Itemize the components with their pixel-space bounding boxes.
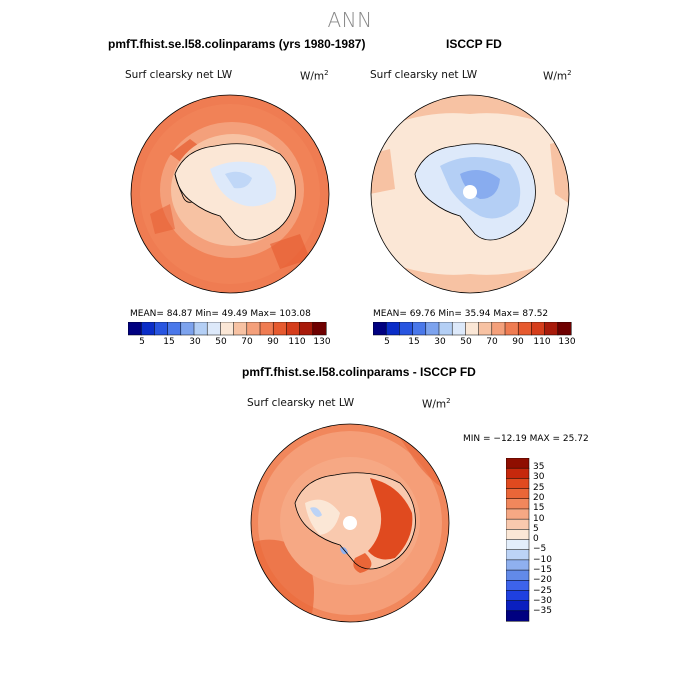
panel3-title: pmfT.fhist.se.l58.colinparams - ISCCP FD: [242, 365, 476, 379]
cb3-tick: 35: [533, 462, 545, 472]
panel2-field-label: Surf clearsky net LW: [370, 69, 478, 81]
panel1-title: pmfT.fhist.se.l58.colinparams (yrs 1980-…: [108, 37, 366, 51]
cb3-tick: −10: [533, 554, 552, 565]
panel3-stats: MIN = −12.19 MAX = 25.72: [463, 434, 589, 444]
colorbar-swatch: [506, 458, 530, 469]
cb2-tick: 110: [533, 337, 551, 347]
colorbar-swatch: [506, 478, 530, 490]
panel1-colorbar: [128, 322, 327, 336]
colorbar-swatch: [220, 322, 235, 336]
cb3-tick: −25: [533, 585, 552, 596]
colorbar-swatch: [128, 322, 142, 336]
panel3-field-label: Surf clearsky net LW: [247, 397, 355, 409]
cb3-tick: 5: [533, 523, 539, 534]
cb2-tick: 50: [460, 337, 472, 347]
cb3-tick: 25: [533, 482, 545, 493]
colorbar-swatch: [504, 322, 519, 336]
cb2-tick: 130: [558, 337, 576, 347]
colorbar-swatch: [167, 322, 182, 336]
colorbar-swatch: [373, 322, 387, 336]
colorbar-swatch: [491, 322, 506, 336]
cb3-tick: −15: [533, 565, 552, 575]
colorbar-swatch: [233, 322, 248, 336]
cb2-tick: 70: [486, 337, 498, 347]
colorbar-swatch: [246, 322, 261, 336]
colorbar-swatch: [478, 322, 493, 336]
colorbar-swatch: [531, 322, 546, 336]
colorbar-swatch: [506, 580, 530, 591]
cb1-tick: 90: [267, 337, 279, 347]
colorbar-swatch: [506, 518, 530, 530]
panel1-map: [130, 94, 330, 294]
cb3-tick: 0: [533, 534, 539, 545]
colorbar-swatch: [193, 322, 208, 336]
colorbar-swatch: [412, 322, 427, 336]
colorbar-swatch: [465, 322, 480, 336]
colorbar-swatch: [506, 549, 530, 561]
cb3-tick: 30: [533, 472, 545, 483]
cb3-tick: −30: [533, 595, 552, 606]
panel3-colorbar: [506, 458, 530, 622]
panel1-units: W/m2: [300, 69, 329, 83]
panel3-map: [250, 423, 450, 623]
panel2-units: W/m2: [543, 69, 572, 83]
cb3-tick: −35: [533, 606, 552, 617]
cb2-tick: 90: [512, 337, 524, 347]
colorbar-swatch: [506, 559, 530, 571]
cb1-tick: 110: [288, 337, 306, 347]
colorbar-swatch: [180, 322, 195, 336]
panel1-stats: MEAN= 84.87 Min= 49.49 Max= 103.08: [130, 309, 311, 319]
colorbar-swatch: [154, 322, 169, 336]
cb3-tick: 20: [533, 492, 545, 503]
colorbar-swatch: [506, 569, 530, 581]
colorbar-swatch: [544, 322, 559, 336]
cb2-tick: 30: [434, 337, 446, 347]
panel1-colorbar-ticks: 5 15 30 50 70 90 110 130: [128, 337, 330, 349]
colorbar-swatch: [206, 322, 221, 336]
cb1-tick: 30: [189, 337, 201, 347]
cb1-tick: 50: [215, 337, 227, 347]
cb2-tick: 15: [408, 337, 420, 347]
colorbar-swatch: [451, 322, 466, 336]
colorbar-swatch: [517, 322, 532, 336]
colorbar-swatch: [506, 467, 530, 479]
colorbar-swatch: [140, 322, 155, 336]
colorbar-swatch: [506, 529, 530, 541]
colorbar-swatch: [299, 322, 314, 336]
colorbar-swatch: [399, 322, 414, 336]
panel3-units: W/m2: [422, 397, 451, 411]
colorbar-swatch: [385, 322, 400, 336]
panel2-stats: MEAN= 69.76 Min= 35.94 Max= 87.52: [373, 309, 549, 319]
colorbar-swatch: [425, 322, 440, 336]
panel3-colorbar-ticks: 35 30 25 20 15 10 5 0 −5 −10 −15 −20 −25…: [533, 458, 573, 628]
panel2-title: ISCCP FD: [446, 37, 502, 51]
colorbar-swatch: [438, 322, 453, 336]
panel2-map: [370, 94, 570, 294]
cb3-tick: 15: [533, 503, 545, 514]
colorbar-swatch: [506, 590, 530, 602]
cb2-tick: 5: [384, 337, 390, 347]
colorbar-swatch: [506, 600, 530, 612]
colorbar-swatch: [506, 508, 530, 520]
colorbar-swatch: [272, 322, 287, 336]
main-title: ANN: [327, 8, 373, 32]
panel2-colorbar: [373, 322, 572, 336]
colorbar-swatch: [312, 322, 327, 336]
colorbar-swatch: [506, 488, 530, 500]
colorbar-swatch: [506, 498, 530, 510]
colorbar-swatch: [259, 322, 274, 336]
colorbar-swatch: [506, 539, 530, 551]
colorbar-swatch: [557, 322, 572, 336]
cb3-tick: −20: [533, 575, 552, 586]
cb1-tick: 130: [313, 337, 331, 347]
panel2-colorbar-ticks: 5 15 30 50 70 90 110 130: [373, 337, 575, 349]
cb3-tick: 10: [533, 513, 545, 524]
cb3-tick: −5: [533, 544, 547, 555]
cb1-tick: 15: [163, 337, 175, 347]
colorbar-swatch: [506, 610, 530, 622]
panel1-field-label: Surf clearsky net LW: [125, 69, 233, 81]
cb1-tick: 5: [139, 337, 145, 347]
cb1-tick: 70: [241, 337, 253, 347]
colorbar-swatch: [286, 322, 301, 336]
